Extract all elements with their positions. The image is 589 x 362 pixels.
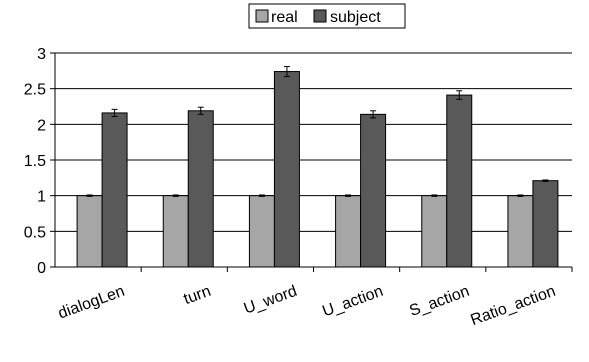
gridlines bbox=[55, 52, 572, 232]
y-axis-ticks: 0 0.5 1 1.5 2 2.5 3 bbox=[24, 46, 55, 277]
y-tick-label: 2.5 bbox=[24, 82, 46, 99]
bar-subject-U_action bbox=[360, 113, 387, 268]
y-tick-label: 0 bbox=[37, 260, 46, 277]
bars bbox=[76, 71, 559, 268]
bar-subject-turn bbox=[187, 110, 214, 268]
y-tick-label: 1.5 bbox=[24, 153, 46, 170]
legend-label-real: real bbox=[271, 9, 298, 26]
bar-subject-dialogLen bbox=[101, 112, 128, 268]
y-tick-label: 0.5 bbox=[24, 224, 46, 241]
bar-real-U_word bbox=[248, 195, 275, 268]
legend-label-subject: subject bbox=[330, 9, 381, 26]
bar-real-Ratio_action bbox=[507, 195, 534, 268]
x-tick-label-dialogLen: dialogLen bbox=[56, 283, 127, 323]
bar-subject-S_action bbox=[446, 94, 473, 268]
x-tick-label-U_word: U_word bbox=[242, 283, 300, 318]
y-tick-label: 2 bbox=[37, 117, 46, 134]
legend-swatch-real bbox=[255, 9, 269, 23]
x-axis-ticks: dialogLen turn U_word U_action S_actionRatio… bbox=[56, 267, 573, 329]
x-tick-label-S_action: S_action bbox=[407, 283, 471, 320]
legend-box bbox=[248, 3, 406, 29]
bar-subject-Ratio_action bbox=[532, 180, 559, 268]
y-tick-label: 1 bbox=[37, 189, 46, 206]
y-tick-label: 3 bbox=[37, 46, 46, 63]
bar-real-S_action bbox=[421, 195, 448, 268]
error-bars bbox=[86, 66, 549, 197]
x-tick-label-Ratio_action: Ratio_action bbox=[468, 283, 557, 329]
x-tick-label-U_action: U_action bbox=[320, 283, 385, 321]
bar-real-turn bbox=[162, 195, 189, 268]
x-tick-label-turn: turn bbox=[181, 283, 213, 308]
bar-subject-U_word bbox=[273, 71, 300, 268]
legend: real subject bbox=[248, 3, 406, 29]
legend-swatch-subject bbox=[313, 9, 327, 23]
bar-real-dialogLen bbox=[76, 195, 103, 268]
bar-real-U_action bbox=[335, 195, 362, 268]
